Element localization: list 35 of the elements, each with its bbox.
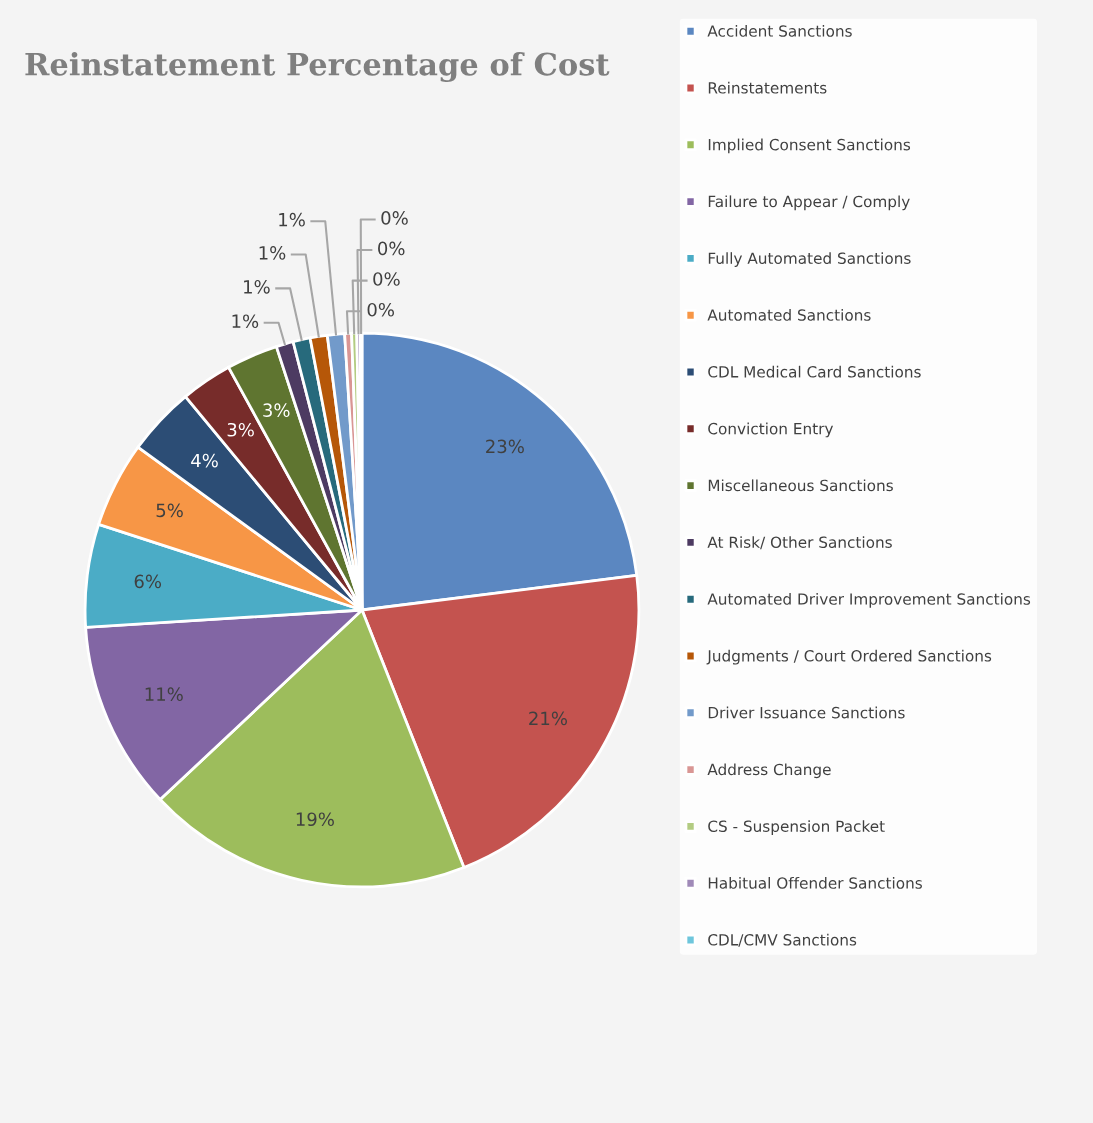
data-label: 1%	[259, 246, 286, 260]
data-label: 5%	[156, 503, 183, 518]
data-label: 0%	[367, 302, 394, 317]
legend-label: Accident Sanctions	[707, 24, 852, 37]
data-label: 19%	[296, 812, 334, 827]
legend-label: Reinstatements	[708, 81, 827, 94]
legend-label: Automated Driver Improvement Sanctions	[707, 592, 1031, 608]
data-label: 3%	[227, 422, 254, 437]
data-label: 4%	[191, 453, 218, 468]
text: Reinstatement Percentage of Cost	[25, 52, 610, 82]
legend-label: Address Change	[707, 763, 831, 779]
legend-label: At Risk/ Other Sanctions	[707, 536, 892, 550]
data-label: 6%	[134, 574, 162, 589]
data-label: 1%	[232, 314, 259, 329]
legend-label: Fully Automated Sanctions	[708, 252, 911, 267]
legend-label: CDL Medical Card Sanctions	[708, 365, 921, 378]
data-label: 3%	[263, 403, 290, 417]
data-label: 0%	[373, 272, 400, 286]
legend-label: Judgments / Court Ordered Sanctions	[706, 649, 992, 665]
data-label: 0%	[381, 211, 408, 225]
data-label: 1%	[279, 212, 305, 227]
data-label: 21%	[529, 711, 567, 726]
data-label: 11%	[145, 687, 183, 702]
legend-label: Miscellaneous Sanctions	[708, 479, 893, 492]
legend-label: Implied Consent Sanctions	[708, 138, 911, 154]
data-label: 1%	[244, 279, 270, 294]
legend-label: Failure to Appear / Comply	[708, 195, 910, 211]
legend-label: Automated Sanctions	[707, 308, 871, 321]
legend-label: Conviction Entry	[708, 422, 834, 438]
legend-label: Driver Issuance Sanctions	[708, 706, 905, 719]
legend-label: CS - Suspension Packet	[708, 820, 885, 835]
legend-label: Habitual Offender Sanctions	[708, 876, 922, 889]
data-label: 23%	[486, 439, 524, 454]
legend-label: CDL/CMV Sanctions	[708, 933, 857, 947]
data-label: 0%	[378, 241, 405, 256]
